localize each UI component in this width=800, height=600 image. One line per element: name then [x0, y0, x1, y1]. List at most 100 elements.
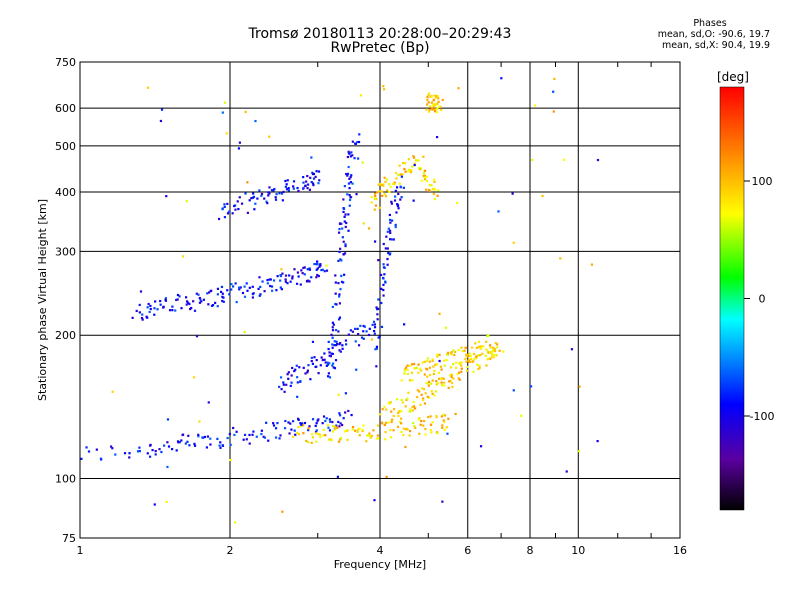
echo-point — [288, 432, 291, 435]
echo-point — [356, 430, 359, 433]
echo-point — [373, 329, 376, 333]
echo-point — [422, 419, 426, 423]
echo-point — [153, 503, 156, 506]
echo-point — [334, 428, 337, 431]
echo-point — [128, 452, 131, 455]
echo-point — [287, 421, 290, 424]
echo-point — [465, 360, 468, 363]
chart-title: Tromsø 20180113 20:28:00–20:29:43 — [248, 26, 512, 42]
echo-point — [431, 392, 434, 396]
echo-point — [340, 259, 343, 262]
echo-point — [228, 293, 231, 296]
echo-point — [387, 401, 390, 404]
echo-point — [326, 424, 329, 427]
echo-point — [300, 425, 303, 428]
x-tick-label: 16 — [673, 544, 687, 557]
echo-point — [282, 190, 285, 194]
echo-point — [246, 289, 249, 292]
echo-point — [325, 417, 328, 420]
echo-point — [176, 440, 180, 443]
echo-point — [111, 447, 114, 450]
echo-point — [443, 420, 446, 424]
echo-point — [425, 188, 428, 191]
echo-point — [275, 193, 278, 196]
echo-point — [302, 432, 305, 435]
echo-point — [244, 192, 247, 195]
echo-point — [395, 177, 398, 180]
echo-point — [216, 437, 219, 440]
echo-point — [339, 437, 343, 440]
echo-point — [154, 449, 157, 453]
echo-point — [287, 187, 290, 190]
colorbar-tick-label: 0 — [759, 293, 766, 306]
echo-point — [376, 318, 379, 321]
echo-point — [403, 369, 406, 372]
echo-point — [389, 401, 392, 404]
echo-point — [233, 204, 236, 208]
echo-point — [485, 340, 488, 343]
echo-point — [312, 177, 316, 180]
echo-point — [320, 356, 323, 359]
echo-point — [197, 433, 200, 436]
echo-point — [388, 253, 391, 256]
echo-point — [266, 282, 269, 285]
echo-point — [397, 414, 400, 418]
echo-point — [362, 330, 365, 333]
echo-point — [274, 436, 278, 439]
echo-point — [412, 405, 416, 408]
echo-point — [391, 418, 394, 421]
echo-point — [392, 182, 395, 185]
echo-point — [343, 252, 347, 255]
echo-point — [337, 231, 341, 234]
echo-point — [347, 165, 350, 169]
echo-point — [251, 196, 255, 199]
echo-point — [397, 411, 400, 414]
echo-point — [431, 421, 434, 424]
echo-point — [344, 244, 347, 248]
echo-point — [468, 352, 471, 355]
echo-point — [243, 433, 247, 436]
echo-point — [458, 378, 461, 381]
echo-point — [221, 292, 224, 295]
echo-point — [334, 302, 337, 306]
echo-point — [308, 425, 311, 428]
echo-point — [401, 401, 404, 404]
echo-point — [209, 443, 212, 446]
echo-point — [338, 412, 341, 415]
echo-point — [286, 179, 289, 182]
echo-point — [374, 194, 377, 198]
echo-point — [449, 366, 453, 369]
echo-point — [332, 323, 335, 326]
echo-point — [307, 364, 310, 367]
echo-point — [478, 364, 481, 367]
colorbar-tick-label: 100 — [752, 175, 773, 188]
echo-point — [138, 446, 141, 449]
echo-point — [320, 268, 323, 272]
echo-point — [491, 353, 494, 356]
echo-point — [444, 326, 448, 329]
echo-point — [456, 372, 459, 376]
echo-point — [227, 210, 231, 213]
echo-point — [346, 438, 349, 442]
echo-point — [206, 435, 210, 438]
echo-point — [310, 433, 314, 436]
echo-point — [337, 420, 340, 424]
echo-point — [423, 402, 427, 405]
echo-point — [469, 357, 472, 361]
echo-point — [221, 208, 224, 211]
echo-point — [426, 95, 429, 99]
echo-point — [423, 177, 427, 181]
echo-point — [407, 158, 410, 161]
echo-point — [351, 330, 355, 333]
echo-point — [378, 206, 381, 209]
echo-point — [530, 385, 533, 388]
echo-point — [178, 295, 181, 298]
echo-point — [291, 275, 294, 278]
echo-point — [452, 377, 455, 380]
echo-point — [331, 329, 335, 332]
echo-point — [443, 414, 447, 417]
echo-point — [241, 291, 245, 295]
echo-point — [348, 198, 352, 202]
echo-point — [180, 439, 183, 442]
echo-point — [388, 218, 392, 222]
